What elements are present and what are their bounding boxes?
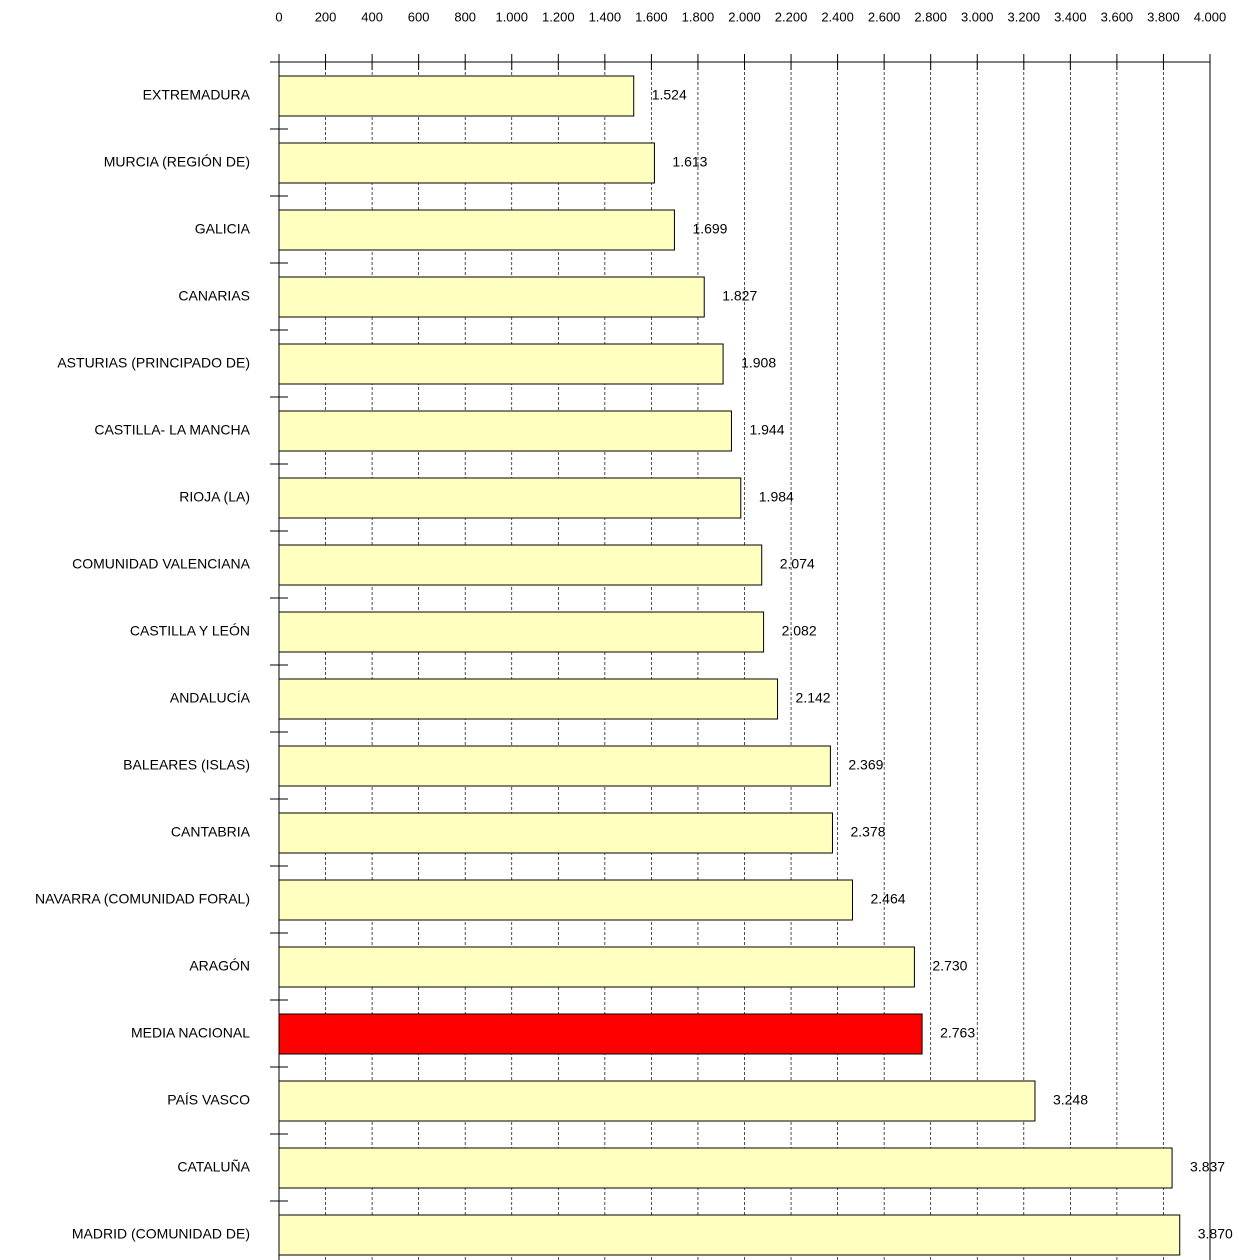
y-tick-label: CATALUÑA bbox=[177, 1159, 250, 1175]
bar bbox=[278, 209, 675, 251]
value-label: 2.378 bbox=[850, 824, 885, 840]
bar bbox=[278, 75, 635, 117]
bar bbox=[278, 946, 915, 988]
y-tick-label: PAÍS VASCO bbox=[167, 1092, 250, 1108]
x-tick-label: 2.800 bbox=[914, 9, 947, 24]
y-tick-label: CASTILLA Y LEÓN bbox=[130, 623, 250, 639]
x-tick-label: 1.000 bbox=[495, 9, 528, 24]
bar bbox=[278, 343, 724, 385]
y-tick-label: MURCIA (REGIÓN DE) bbox=[104, 154, 250, 170]
value-label: 1.613 bbox=[672, 154, 707, 170]
value-label: 1.984 bbox=[759, 489, 794, 505]
value-label: 2.142 bbox=[796, 690, 831, 706]
x-tick-label: 4.000 bbox=[1194, 9, 1227, 24]
bar bbox=[278, 410, 732, 452]
x-tick-label: 1.800 bbox=[682, 9, 715, 24]
value-label: 1.827 bbox=[722, 288, 757, 304]
y-tick-label: GALICIA bbox=[195, 221, 251, 237]
y-tick-label: ASTURIAS (PRINCIPADO DE) bbox=[57, 355, 250, 371]
x-tick-label: 200 bbox=[315, 9, 337, 24]
x-tick-label: 400 bbox=[361, 9, 383, 24]
x-tick-label: 3.000 bbox=[961, 9, 994, 24]
value-label: 3.248 bbox=[1053, 1092, 1088, 1108]
value-label: 2.464 bbox=[870, 891, 905, 907]
value-label: 2.369 bbox=[848, 757, 883, 773]
value-label: 2.074 bbox=[780, 556, 815, 572]
y-tick-label: ARAGÓN bbox=[189, 958, 250, 974]
x-tick-label: 600 bbox=[408, 9, 430, 24]
y-tick-label: COMUNIDAD VALENCIANA bbox=[72, 556, 251, 572]
bar bbox=[278, 1013, 923, 1055]
value-label: 3.870 bbox=[1198, 1226, 1233, 1242]
value-label: 2.763 bbox=[940, 1025, 975, 1041]
x-tick-label: 0 bbox=[275, 9, 282, 24]
y-tick-label: BALEARES (ISLAS) bbox=[123, 757, 250, 773]
bar bbox=[278, 1080, 1036, 1122]
value-label: 3.837 bbox=[1190, 1159, 1225, 1175]
x-tick-label: 3.200 bbox=[1008, 9, 1041, 24]
bar bbox=[278, 276, 705, 318]
y-tick-label: CASTILLA- LA MANCHA bbox=[94, 422, 250, 438]
value-label: 1.908 bbox=[741, 355, 776, 371]
bar bbox=[278, 745, 831, 787]
x-tick-label: 2.200 bbox=[775, 9, 808, 24]
bar bbox=[278, 611, 765, 653]
x-tick-label: 2.400 bbox=[821, 9, 854, 24]
value-label: 1.944 bbox=[749, 422, 784, 438]
x-tick-label: 2.000 bbox=[728, 9, 761, 24]
y-tick-label: CANARIAS bbox=[178, 288, 250, 304]
y-tick-label: NAVARRA (COMUNIDAD FORAL) bbox=[35, 891, 250, 907]
x-tick-label: 1.600 bbox=[635, 9, 668, 24]
y-tick-label: RIOJA (LA) bbox=[179, 489, 250, 505]
value-label: 1.699 bbox=[692, 221, 727, 237]
x-tick-label: 3.400 bbox=[1054, 9, 1087, 24]
x-tick-label: 800 bbox=[454, 9, 476, 24]
bar bbox=[278, 678, 779, 720]
y-tick-label: ANDALUCÍA bbox=[170, 690, 251, 706]
y-tick-label: CANTABRIA bbox=[171, 824, 251, 840]
bar bbox=[278, 879, 853, 921]
bar bbox=[278, 1214, 1181, 1256]
y-tick-label: MADRID (COMUNIDAD DE) bbox=[72, 1226, 250, 1242]
x-tick-label: 2.600 bbox=[868, 9, 901, 24]
y-tick-label: MEDIA NACIONAL bbox=[131, 1025, 250, 1041]
bar bbox=[278, 142, 655, 184]
x-tick-label: 1.200 bbox=[542, 9, 575, 24]
x-tick-label: 3.800 bbox=[1147, 9, 1180, 24]
bar bbox=[278, 1147, 1173, 1189]
bar bbox=[278, 477, 742, 519]
y-tick-label: EXTREMADURA bbox=[143, 87, 251, 103]
value-label: 2.730 bbox=[932, 958, 967, 974]
bar bbox=[278, 812, 833, 854]
value-label: 2.082 bbox=[782, 623, 817, 639]
x-tick-label: 3.600 bbox=[1101, 9, 1134, 24]
value-label: 1.524 bbox=[652, 87, 687, 103]
bar bbox=[278, 544, 763, 586]
x-tick-label: 1.400 bbox=[589, 9, 622, 24]
